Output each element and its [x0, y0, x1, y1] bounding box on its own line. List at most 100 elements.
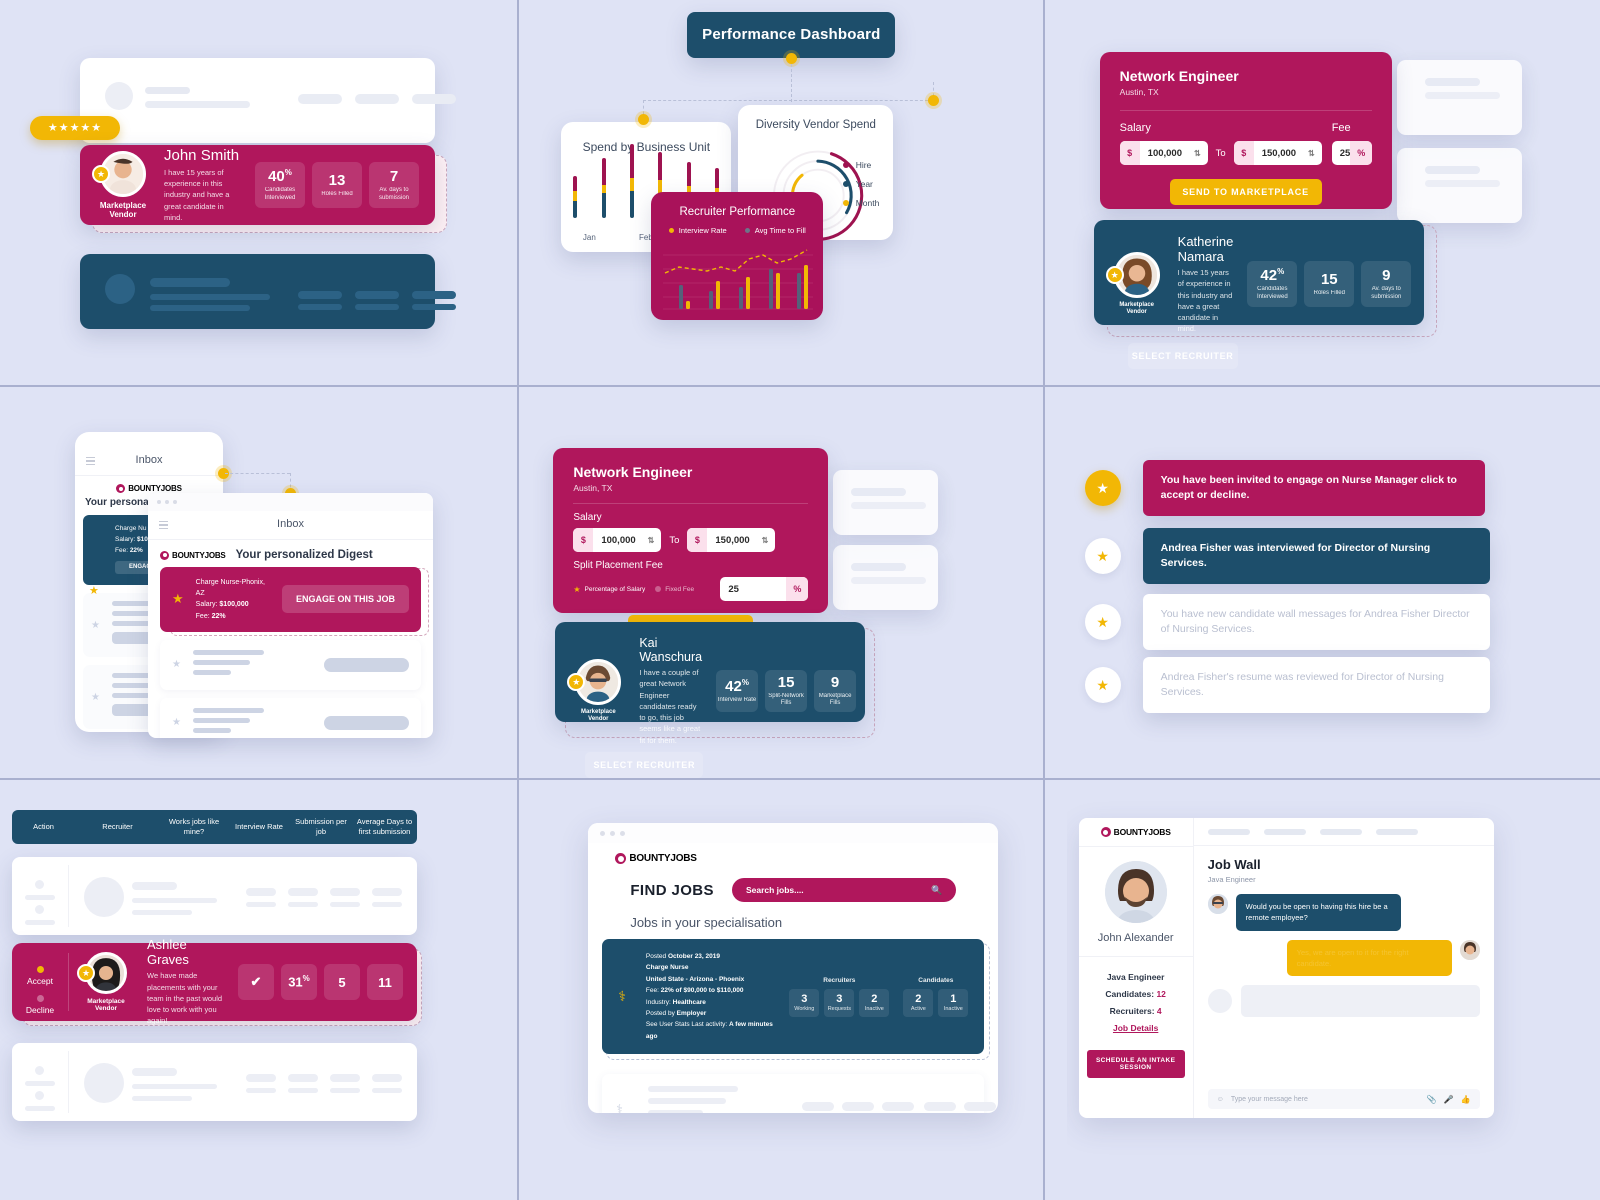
inbox-header: Inbox [75, 432, 223, 476]
recruiter-stats: 42% Interview Rate 15 Split-Network Fill… [716, 669, 857, 712]
stat-tile: 15 Split-Network Fills [765, 669, 808, 712]
emoji-icon[interactable]: ☺ [1216, 1095, 1224, 1103]
salary-max-input[interactable]: $ 150,000 ⇅ [1233, 141, 1322, 165]
search-input[interactable]: Search jobs.... 🔍 [731, 878, 957, 902]
star-icon[interactable]: ★ [91, 619, 100, 631]
fee-input[interactable]: 25 % [1331, 141, 1373, 165]
currency-icon: $ [1233, 141, 1254, 165]
chart-title: Spend by Business Unit [582, 140, 711, 154]
placeholder-card [833, 545, 939, 610]
select-recruiter-button[interactable]: SELECT RECRUITER [585, 751, 704, 778]
recruiter-card-katherine[interactable]: ★ Marketplace Vendor Katherine Namara I … [1093, 220, 1424, 369]
person-photo-icon [103, 153, 143, 194]
digest-job-card[interactable]: ★ Charge Nurse-Phonix, AZ Salary: $100,0… [160, 567, 421, 632]
profile-name: John Alexander [1097, 932, 1174, 944]
pill-placeholder [298, 304, 342, 310]
salary-max-input[interactable]: $ 150,000 ⇅ [687, 528, 776, 552]
fee-input[interactable]: 25 % [720, 577, 809, 601]
star-icon[interactable]: ★ [1084, 604, 1121, 641]
star-icon[interactable]: ★ [1084, 538, 1121, 575]
find-jobs-header: FIND JOBS Search jobs.... 🔍 [588, 878, 998, 902]
job-card[interactable]: ⚕ Posted October 23, 2019 Charge Nurse U… [602, 939, 985, 1054]
menu-icon[interactable] [86, 457, 95, 466]
accept-radio-icon[interactable] [36, 965, 44, 973]
table-row[interactable] [12, 857, 417, 935]
placeholder-card [833, 470, 939, 535]
salary-value: $100,000 [219, 601, 249, 609]
window-dot[interactable] [620, 830, 626, 836]
nav-placeholder[interactable] [1319, 828, 1362, 835]
chart-legend: Interview Rate Avg Time to Fill [651, 226, 823, 235]
attachment-icon[interactable]: 📎 [1426, 1094, 1437, 1104]
send-to-marketplace-button[interactable]: SEND TO MARKETPLACE [1169, 179, 1322, 205]
nav-placeholder[interactable] [1375, 828, 1418, 835]
select-recruiter-button[interactable]: SELECT RECRUITER [1127, 342, 1238, 369]
menu-icon[interactable] [159, 521, 168, 530]
table-row[interactable] [12, 1043, 417, 1121]
stat-value: 15 [777, 673, 795, 691]
notification-item[interactable]: ★ Andrea Fisher's resume was reviewed fo… [1084, 657, 1490, 714]
star-icon[interactable]: ★ [91, 691, 100, 703]
schedule-intake-button[interactable]: SCHEDULE AN INTAKE SESSION [1086, 1050, 1185, 1078]
brand-text: BOUNTYJOBS [128, 484, 182, 493]
stat-tile: 13 Roles Filled [312, 162, 362, 208]
list-item[interactable]: ★ [160, 697, 421, 738]
legend-item: Month [842, 198, 879, 208]
notification-item[interactable]: ★ You have been invited to engage on Nur… [1084, 460, 1485, 517]
action-column: Accept Decline [12, 950, 68, 1015]
table-row-highlighted[interactable]: Accept Decline ★ Marketplace Vendor [12, 937, 417, 1025]
window-dot[interactable] [610, 830, 616, 836]
person-photo-icon [1459, 939, 1480, 960]
stepper-icon[interactable]: ⇅ [1308, 148, 1315, 158]
message-composer[interactable]: ☺ Type your message here 📎 🎤 👍 [1207, 1089, 1480, 1109]
avatar [1104, 861, 1167, 923]
list-item[interactable]: ★ [160, 639, 421, 690]
notification-item[interactable]: ★ You have new candidate wall messages f… [1084, 594, 1490, 651]
notification-item[interactable]: ★ Andrea Fisher was interviewed for Dire… [1084, 528, 1490, 585]
brand-text: BOUNTYJOBS [629, 853, 697, 864]
stepper-icon[interactable]: ⇅ [647, 535, 655, 545]
job-details-link[interactable]: Job Details [1112, 1023, 1159, 1033]
chart-recruiter-performance[interactable]: Recruiter Performance Interview Rate Avg… [651, 192, 824, 320]
star-icon[interactable]: ★ [172, 717, 181, 729]
stepper-icon[interactable]: ⇅ [1193, 148, 1201, 158]
vendor-card-john-smith[interactable]: ★ Marketplace Vendor John Smith I have 1… [80, 145, 435, 225]
search-icon[interactable]: 🔍 [931, 884, 943, 895]
star-icon[interactable]: ★ [172, 591, 184, 607]
percent-icon: % [786, 577, 809, 601]
job-request-card[interactable]: Network Engineer Austin, TX Salary $ 100… [1099, 52, 1392, 209]
nav-placeholder[interactable] [1207, 828, 1250, 835]
nav-placeholder[interactable] [1263, 828, 1306, 835]
recruiter-card-kai[interactable]: ★ Marketplace Vendor Kai Wanschura I hav… [555, 622, 866, 778]
window-dot[interactable] [157, 500, 161, 504]
engage-on-this-job-button[interactable]: ENGAGE ON THIS JOB [281, 585, 409, 614]
accept-label[interactable]: Accept [27, 975, 53, 986]
avatar-placeholder [105, 274, 135, 304]
window-dot[interactable] [165, 500, 169, 504]
salary-max-value: 150,000 [1261, 147, 1297, 159]
stat-value: 11 [378, 974, 392, 990]
decline-label[interactable]: Decline [25, 1004, 55, 1015]
decline-radio-icon[interactable] [36, 994, 44, 1002]
activity-value: A few minutes ago [645, 1021, 773, 1040]
salary-min-input[interactable]: $ 100,000 ⇅ [1119, 141, 1208, 165]
stepper-icon[interactable]: ⇅ [761, 535, 769, 545]
window-dot[interactable] [600, 830, 606, 836]
currency-icon: $ [1119, 141, 1140, 165]
thumbs-up-icon[interactable]: 👍 [1460, 1094, 1471, 1104]
star-icon[interactable]: ★ [172, 659, 181, 671]
radio-percentage-of-salary[interactable]: ★ Percentage of Salary [573, 585, 645, 594]
mic-icon[interactable]: 🎤 [1443, 1094, 1454, 1104]
job-card-placeholder[interactable]: ⚕ [602, 1074, 997, 1113]
star-icon[interactable]: ★ [1084, 470, 1121, 507]
job-title: Charge Nurse-Phonix, AZ [195, 579, 265, 598]
star-icon[interactable]: ★ [1084, 667, 1121, 704]
window-dot[interactable] [173, 500, 177, 504]
posted-label: Posted [645, 953, 667, 960]
radio-fixed-fee[interactable]: Fixed Fee [655, 586, 694, 593]
salary-min-input[interactable]: $ 100,000 ⇅ [573, 528, 662, 552]
job-request-card[interactable]: Network Engineer Austin, TX Salary $ 100… [553, 448, 829, 651]
panel-find-jobs: BOUNTYJOBS FIND JOBS Search jobs.... 🔍 J… [533, 800, 1066, 1200]
range-separator: To [1215, 147, 1226, 159]
posted-date: October 23, 2019 [667, 953, 720, 960]
